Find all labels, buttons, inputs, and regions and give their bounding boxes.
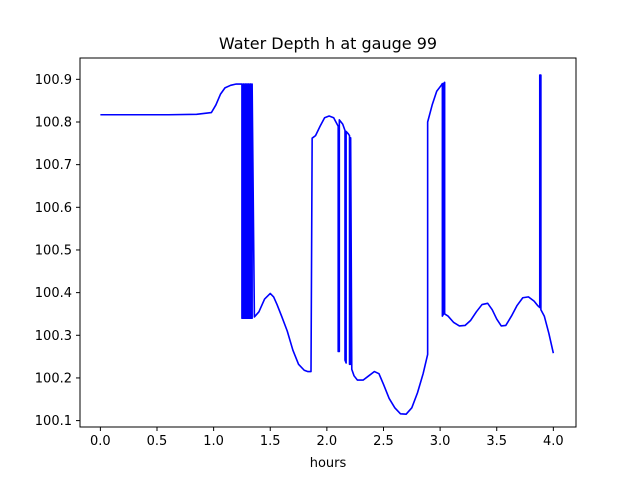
y-tick-label: 100.1 (35, 414, 72, 429)
y-tick-label: 100.7 (35, 158, 72, 173)
y-tick-label: 100.6 (35, 201, 72, 216)
x-tick-label: 2.5 (373, 434, 394, 449)
x-axis-ticks: 0.0 0.5 1.0 1.5 2.0 2.5 3.0 3.5 4.0 (90, 427, 564, 449)
y-tick-label: 100.2 (35, 371, 72, 386)
x-tick-label: 2.0 (317, 434, 338, 449)
axes-frame (79, 57, 577, 428)
water-depth-line (100, 74, 555, 416)
y-axis-ticks: 100.1 100.2 100.3 100.4 100.5 100.6 100.7 100.8… (35, 73, 80, 429)
x-tick-label: 3.0 (430, 434, 451, 449)
x-tick-label: 3.5 (486, 434, 507, 449)
chart-title: Water Depth h at gauge 99 (219, 34, 437, 53)
plot-area (100, 74, 555, 416)
x-tick-label: 0.0 (90, 434, 111, 449)
y-tick-label: 100.5 (35, 243, 72, 258)
y-tick-label: 100.4 (35, 286, 72, 301)
x-tick-label: 0.5 (147, 434, 168, 449)
y-tick-label: 100.9 (35, 73, 72, 88)
x-tick-label: 1.0 (203, 434, 224, 449)
x-tick-label: 4.0 (543, 434, 564, 449)
x-axis-label: hours (310, 456, 347, 471)
y-tick-label: 100.3 (35, 329, 72, 344)
x-tick-label: 1.5 (260, 434, 281, 449)
y-tick-label: 100.8 (35, 115, 72, 130)
